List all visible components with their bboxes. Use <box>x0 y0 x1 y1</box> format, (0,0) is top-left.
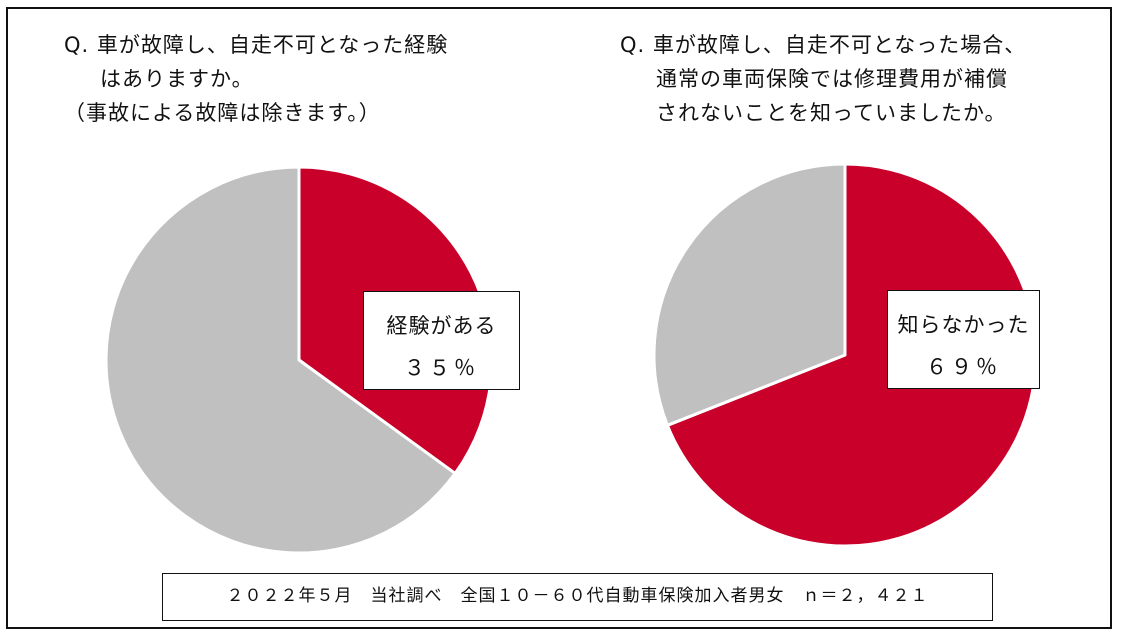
data-label-1: 経験がある ３５％ <box>363 291 520 390</box>
question-2: Q. 車が故障し、自走不可となった場合、 通常の車両保険では修理費用が補償 され… <box>620 28 1026 130</box>
figure-frame <box>6 7 1112 629</box>
question-2-line-1: Q. 車が故障し、自走不可となった場合、 <box>620 33 1027 57</box>
slice-label: 経験がある <box>386 314 497 338</box>
pie-slice-1 <box>665 162 1038 548</box>
source-note: ２０２２年５月 当社調べ 全国１０－６０代自動車保険加入者男女 ｎ＝２，４２１ <box>162 573 993 621</box>
question-1-line-3: （事故による故障は除きます。） <box>64 101 381 125</box>
question-2-line-2: 通常の車両保険では修理費用が補償 <box>656 67 1008 91</box>
pie-chart-2 <box>652 162 1038 548</box>
slice-value-label: ３５％ <box>404 356 479 380</box>
slice-value-label: ６９％ <box>926 355 1001 379</box>
slice-label: 知らなかった <box>897 313 1030 337</box>
pie-chart-1 <box>104 165 494 555</box>
question-1-line-1: Q. 車が故障し、自走不可となった経験 <box>64 33 449 57</box>
question-1: Q. 車が故障し、自走不可となった経験 はありますか。 （事故による故障は除きま… <box>64 28 448 130</box>
question-1-line-2: はありますか。 <box>100 67 254 91</box>
pie-slice-2 <box>104 165 457 555</box>
pie-slice-2 <box>652 162 847 427</box>
question-2-line-3: されないことを知っていましたか。 <box>656 101 1007 125</box>
data-label-2: 知らなかった ６９％ <box>887 290 1040 389</box>
